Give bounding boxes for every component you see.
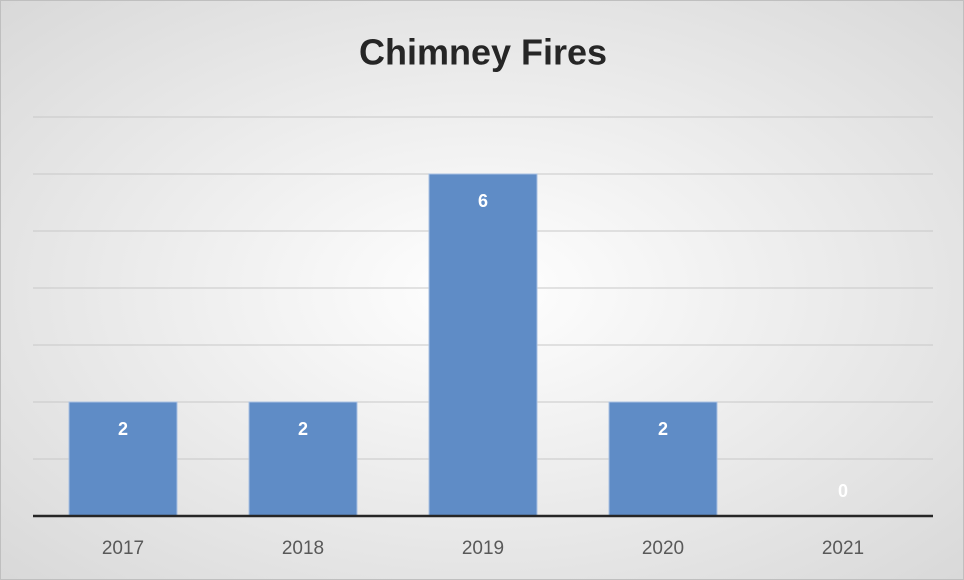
data-label: 6 xyxy=(478,191,488,211)
chart-title: Chimney Fires xyxy=(359,32,607,73)
bar xyxy=(68,401,178,517)
data-label: 2 xyxy=(658,419,668,439)
data-label: 0 xyxy=(838,481,848,501)
x-tick-label: 2021 xyxy=(822,538,864,559)
data-label: 2 xyxy=(298,419,308,439)
x-tick-label: 2019 xyxy=(462,538,504,559)
x-tick-label: 2020 xyxy=(642,538,684,559)
x-tick-label: 2017 xyxy=(102,538,144,559)
data-label: 2 xyxy=(118,419,128,439)
bar xyxy=(248,401,358,517)
bar xyxy=(428,173,538,517)
x-tick-label: 2018 xyxy=(282,538,324,559)
bar xyxy=(608,401,718,517)
